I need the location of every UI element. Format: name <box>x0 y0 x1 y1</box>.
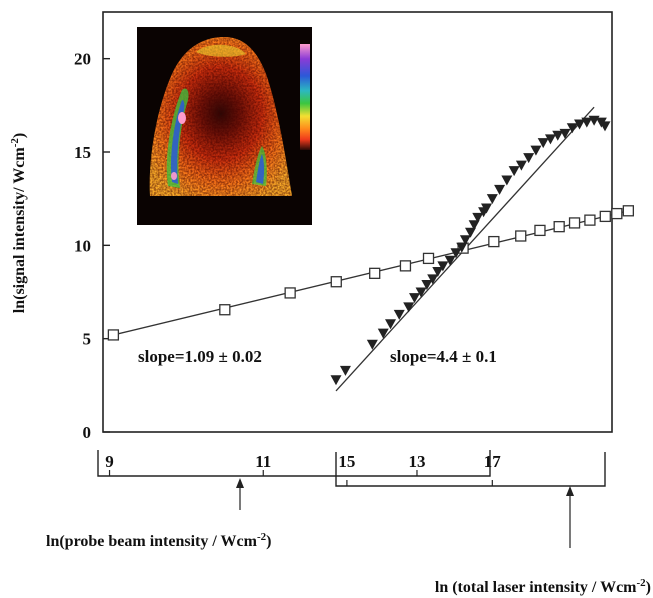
y-tick-label: 10 <box>74 236 91 255</box>
data-point-triangle <box>456 242 468 253</box>
data-point-square <box>515 230 527 242</box>
data-point-triangle <box>450 248 462 259</box>
data-point-triangle <box>403 302 415 313</box>
data-point-triangle <box>566 123 578 134</box>
data-point-square <box>399 260 412 272</box>
data-point-square <box>422 252 435 265</box>
data-point-triangle <box>515 160 527 171</box>
y-axis-title-close: ) <box>11 133 28 138</box>
fit-line-probe <box>113 211 625 336</box>
data-point-triangle <box>574 119 586 130</box>
data-point-triangle <box>530 145 542 156</box>
y-tick-label: 15 <box>74 143 91 162</box>
y-tick-label: 20 <box>74 50 91 69</box>
data-point-triangle <box>444 255 456 266</box>
x-axis-probe-title-sup: -2 <box>257 531 267 543</box>
data-point-triangle <box>437 261 449 272</box>
data-point-square <box>219 304 231 316</box>
y-tick-label: 0 <box>83 423 92 442</box>
data-point-square <box>330 276 342 288</box>
x-axis-total-arrow <box>566 486 574 548</box>
inset-colorbar <box>300 44 310 150</box>
data-point-square <box>488 235 500 248</box>
data-point-triangle <box>377 328 389 339</box>
x-probe-tick-label: 13 <box>408 452 425 471</box>
data-point-triangle <box>544 134 556 145</box>
data-point-triangle <box>468 220 480 231</box>
x-axis-ticks: 9 11 13 15 17 <box>105 452 501 486</box>
data-point-triangle <box>486 194 498 205</box>
x-axis-total-title-close: ) <box>646 579 651 596</box>
data-point-square <box>284 287 296 299</box>
data-point-square <box>553 221 565 233</box>
data-point-triangle <box>393 309 405 320</box>
data-point-triangle <box>366 339 378 350</box>
x-probe-tick-label: 11 <box>255 452 271 471</box>
data-point-triangle <box>421 280 433 291</box>
annotation-slope-probe: slope=1.09 ± 0.02 <box>138 347 262 366</box>
inset-heatmap <box>137 27 312 225</box>
data-point-triangle <box>508 166 520 177</box>
data-point-triangle <box>472 212 484 223</box>
data-point-triangle <box>501 175 513 186</box>
plot-frame <box>102 11 613 433</box>
data-point-triangle <box>537 138 549 149</box>
annotation-slope-total: slope=4.4 ± 0.1 <box>390 347 497 366</box>
x-probe-tick-label: 9 <box>105 452 114 471</box>
inset-left-hotspot-low <box>171 172 177 180</box>
data-point-square <box>568 217 581 229</box>
x-axis-total-title-sup: -2 <box>637 577 647 589</box>
data-point-triangle <box>432 266 444 277</box>
data-point-triangle <box>480 203 492 214</box>
data-point-triangle <box>330 375 342 386</box>
x-axis-probe-arrow <box>236 478 244 510</box>
x-axis-total-bracket <box>335 452 606 487</box>
x-total-tick-label: 15 <box>338 452 355 471</box>
x-total-tick-label: 17 <box>484 452 502 471</box>
series-probe <box>107 205 635 341</box>
data-point-triangle <box>494 184 506 195</box>
x-axes <box>97 450 606 487</box>
data-series <box>107 115 635 386</box>
data-point-triangle <box>385 319 397 330</box>
data-point-triangle <box>415 287 427 298</box>
data-point-square <box>107 329 120 341</box>
y-tick-label: 5 <box>83 330 92 349</box>
y-axis-title: ln(signal intensity/ Wcm-2) <box>9 133 28 313</box>
data-point-triangle <box>581 117 593 128</box>
x-axis-probe-title-text: ln(probe beam intensity / Wcm <box>46 533 258 550</box>
inset-top-glow <box>196 44 246 57</box>
x-axis-total-title-text: ln (total laser intensity / Wcm <box>435 579 637 596</box>
y-axis-title-text: ln(signal intensity/ Wcm <box>11 147 28 314</box>
data-point-triangle <box>559 128 571 139</box>
x-axis-probe-title: ln(probe beam intensity / Wcm-2) <box>46 531 271 550</box>
data-point-triangle <box>552 130 564 141</box>
x-axis-probe-bracket <box>97 450 491 477</box>
data-point-triangle <box>339 365 351 376</box>
series-total <box>330 115 611 386</box>
y-axis-ticks: 0 5 10 15 20 <box>74 50 110 442</box>
data-point-triangle <box>427 274 439 285</box>
data-point-square <box>622 205 635 217</box>
data-point-triangle <box>459 235 471 246</box>
inset-beam-speckle <box>149 36 292 196</box>
data-point-square <box>599 210 611 223</box>
x-axis-probe-title-close: ) <box>266 533 271 550</box>
data-point-triangle <box>409 293 421 304</box>
data-point-square <box>611 207 623 220</box>
inset-left-hotspot <box>178 112 186 124</box>
inset-right-edge-blue <box>256 154 265 184</box>
data-point-square <box>369 267 381 279</box>
data-point-triangle <box>599 121 611 132</box>
data-point-triangle <box>465 227 476 238</box>
data-point-square <box>534 224 546 237</box>
data-point-triangle <box>523 153 535 164</box>
data-point-square <box>584 214 596 226</box>
y-axis-title-sup: -2 <box>9 138 21 148</box>
x-axis-total-title: ln (total laser intensity / Wcm-2) <box>435 577 651 596</box>
